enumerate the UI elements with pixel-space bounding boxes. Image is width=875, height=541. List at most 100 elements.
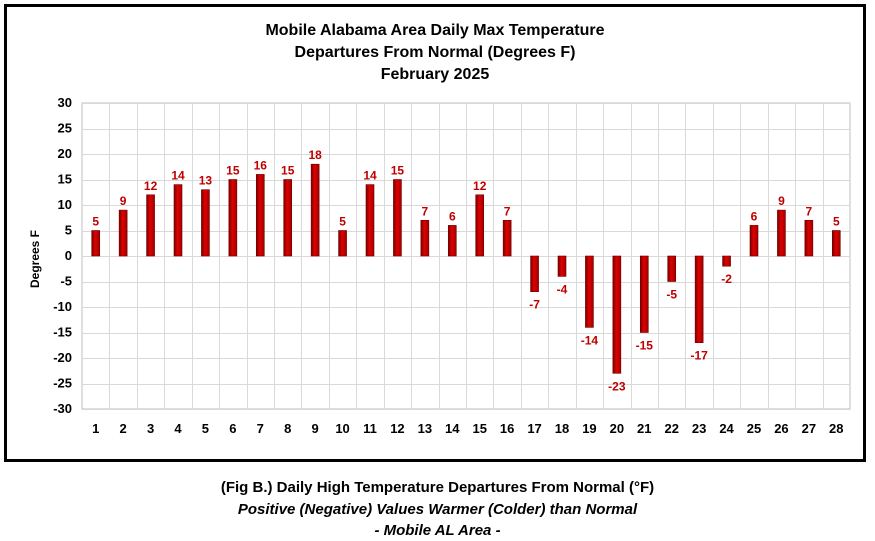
bar-day-26	[777, 209, 786, 257]
bar-day-6	[228, 179, 238, 257]
x-tick-label: 5	[202, 421, 209, 436]
y-tick-label: -25	[53, 376, 72, 391]
bar-day-9	[310, 163, 320, 257]
x-tick-label: 18	[555, 421, 569, 436]
y-tick-label: 20	[58, 146, 72, 161]
data-label-day-10: 5	[339, 215, 346, 229]
x-tick-label: 23	[692, 421, 706, 436]
bar-day-28	[831, 230, 841, 257]
bar-day-2	[118, 209, 128, 257]
figure-caption-location: - Mobile AL Area -	[374, 522, 501, 539]
x-tick-label: 11	[363, 421, 377, 436]
bar-day-10	[338, 230, 347, 257]
x-tick-label: 26	[774, 421, 788, 436]
bar-day-23	[694, 255, 704, 343]
x-tick-label: 12	[390, 421, 404, 436]
data-label-day-6: 15	[226, 164, 240, 178]
data-label-day-18: -4	[557, 282, 568, 296]
y-tick-label: 25	[58, 121, 72, 136]
y-tick-label: -5	[60, 274, 72, 289]
figure-caption-title: (Fig B.) Daily High Temperature Departur…	[220, 479, 655, 496]
bar-day-11	[365, 184, 375, 257]
data-label-day-17: -7	[529, 298, 540, 312]
data-label-day-5: 13	[199, 174, 213, 188]
bar-day-25	[749, 225, 759, 257]
y-tick-label: 30	[58, 95, 72, 110]
data-label-day-19: -14	[581, 333, 599, 347]
x-tick-label: 15	[472, 421, 486, 436]
x-tick-label: 7	[257, 421, 264, 436]
y-axis-title: Degrees F	[28, 230, 42, 288]
x-tick-label: 16	[500, 421, 514, 436]
data-label-day-16: 7	[504, 204, 511, 218]
x-tick-label: 8	[284, 421, 291, 436]
data-label-day-4: 14	[171, 169, 185, 183]
chart-title-line-2: Departures From Normal (Degrees F)	[295, 44, 576, 61]
chart-frame: Mobile Alabama Area Daily Max Temperatur…	[4, 4, 866, 462]
x-tick-label: 1	[92, 421, 99, 436]
y-tick-label: -30	[53, 401, 72, 416]
bar-day-13	[420, 220, 430, 257]
bar-day-19	[585, 255, 594, 328]
bar-day-18	[557, 255, 567, 277]
bar-day-5	[201, 189, 210, 257]
bar-day-14	[447, 225, 457, 257]
x-tick-label: 22	[664, 421, 678, 436]
bar-day-24	[722, 255, 731, 267]
x-tick-label: 25	[747, 421, 761, 436]
y-tick-label: 0	[65, 248, 72, 263]
data-label-day-13: 7	[422, 204, 429, 218]
x-tick-label: 17	[527, 421, 541, 436]
bar-day-4	[173, 184, 183, 257]
x-tick-label: 20	[610, 421, 624, 436]
data-label-day-3: 12	[144, 179, 158, 193]
data-label-day-1: 5	[92, 215, 99, 229]
data-label-day-25: 6	[751, 209, 758, 223]
chart-plot: Mobile Alabama Area Daily Max Temperatur…	[28, 22, 851, 436]
data-label-day-12: 15	[391, 164, 405, 178]
bar-day-15	[475, 194, 485, 257]
data-label-day-9: 18	[308, 148, 322, 162]
data-label-day-26: 9	[778, 194, 785, 208]
y-tick-label: 10	[58, 197, 72, 212]
data-label-day-15: 12	[473, 179, 487, 193]
bar-day-7	[255, 174, 265, 257]
data-label-day-7: 16	[254, 158, 268, 172]
x-tick-label: 10	[335, 421, 349, 436]
data-label-day-23: -17	[690, 349, 708, 363]
x-tick-label: 14	[445, 421, 460, 436]
data-label-day-20: -23	[608, 379, 626, 393]
bar-day-27	[804, 220, 814, 257]
data-label-day-21: -15	[636, 339, 654, 353]
bar-day-21	[639, 255, 649, 333]
data-label-day-27: 7	[806, 204, 813, 218]
x-tick-label: 19	[582, 421, 596, 436]
bar-day-16	[502, 220, 512, 257]
y-tick-label: 5	[65, 223, 72, 238]
data-label-day-28: 5	[833, 215, 840, 229]
data-label-day-24: -2	[721, 272, 732, 286]
bar-day-22	[667, 255, 677, 282]
data-label-day-8: 15	[281, 164, 295, 178]
bar-day-8	[283, 179, 293, 257]
x-tick-label: 13	[418, 421, 432, 436]
data-label-day-14: 6	[449, 209, 456, 223]
x-tick-label: 24	[719, 421, 734, 436]
data-label-day-22: -5	[666, 288, 677, 302]
chart-title-line-1: Mobile Alabama Area Daily Max Temperatur…	[265, 22, 604, 39]
x-tick-label: 3	[147, 421, 154, 436]
figure-caption-subtitle: Positive (Negative) Values Warmer (Colde…	[237, 501, 638, 518]
x-tick-label: 4	[174, 421, 182, 436]
x-tick-label: 2	[120, 421, 127, 436]
chart-title-line-3: February 2025	[381, 66, 490, 83]
x-tick-label: 9	[312, 421, 319, 436]
y-tick-label: -10	[53, 299, 72, 314]
y-tick-label: -20	[53, 350, 72, 365]
x-tick-label: 21	[637, 421, 651, 436]
x-tick-label: 28	[829, 421, 843, 436]
data-label-day-2: 9	[120, 194, 127, 208]
y-tick-label: 15	[58, 172, 72, 187]
y-tick-label: -15	[53, 325, 72, 340]
bar-day-12	[393, 179, 402, 257]
bar-day-20	[612, 255, 622, 374]
